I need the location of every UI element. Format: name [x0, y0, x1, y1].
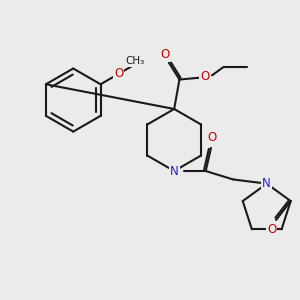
- Text: O: O: [267, 223, 276, 236]
- Text: O: O: [207, 131, 217, 144]
- Text: CH₃: CH₃: [125, 56, 144, 66]
- Text: O: O: [200, 70, 209, 83]
- Text: N: N: [262, 177, 271, 190]
- Text: O: O: [160, 48, 169, 61]
- Text: O: O: [114, 67, 123, 80]
- Text: N: N: [170, 164, 178, 178]
